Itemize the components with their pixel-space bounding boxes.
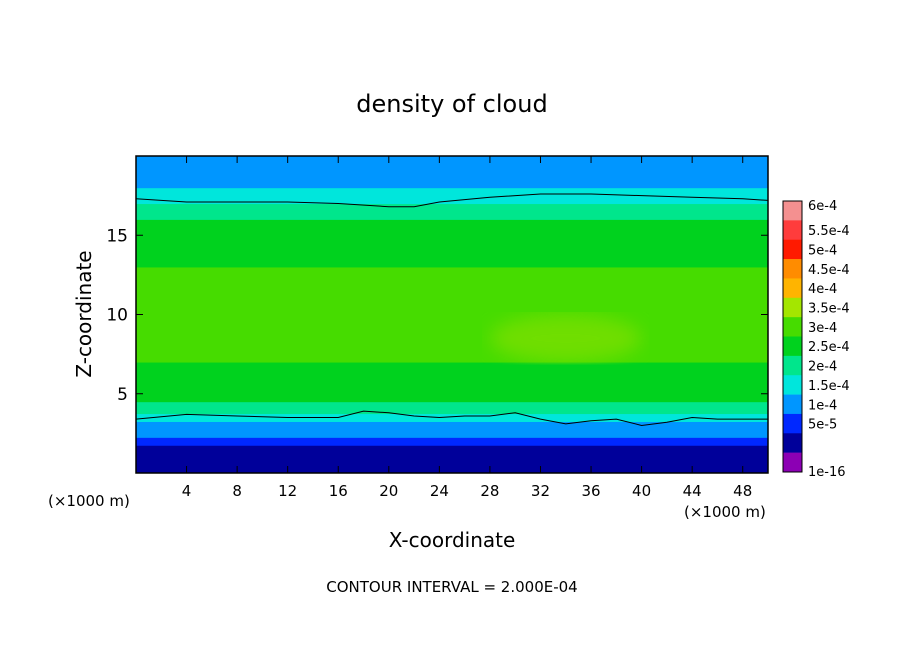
colorbar-swatch [783, 201, 802, 221]
colorbar-frame [782, 200, 803, 473]
x-tick-label: 28 [480, 482, 499, 500]
x-tick-label: 44 [683, 482, 702, 500]
density-band [136, 219, 768, 240]
x-tick-label: 16 [329, 482, 348, 500]
y-axis-label: Z-coordinate [72, 250, 96, 377]
plot-area [136, 156, 768, 473]
colorbar-swatch [783, 413, 802, 434]
density-band [136, 445, 768, 454]
colorbar-label: 4e-4 [808, 282, 837, 297]
density-band [136, 330, 768, 363]
colorbar-label: 2e-4 [808, 360, 837, 375]
density-band [136, 203, 768, 220]
colorbar-swatch [783, 394, 802, 415]
density-band [136, 156, 768, 173]
density-band [136, 421, 768, 430]
colorbar-label: 5e-5 [808, 418, 837, 433]
y-axis-ticks: 5 10 15 [106, 226, 768, 405]
density-band [136, 461, 768, 473]
chart-title: density of cloud [356, 90, 547, 118]
x-axis-label: X-coordinate [389, 528, 516, 552]
colorbar-swatch [783, 220, 802, 241]
density-band [136, 362, 768, 387]
density-bands [136, 156, 768, 473]
density-band [136, 385, 768, 403]
density-band [136, 239, 768, 268]
colorbar-label: 1.5e-4 [808, 379, 850, 394]
contour-interval-note: CONTOUR INTERVAL = 2.000E-04 [326, 578, 577, 596]
density-band [136, 401, 768, 415]
density-band [136, 429, 768, 438]
x-tick-label: 40 [632, 482, 651, 500]
colorbar-label: 3e-4 [808, 321, 837, 336]
density-band [136, 266, 768, 300]
colorbar-label: 4.5e-4 [808, 263, 850, 278]
contour-upper [136, 193, 768, 208]
colorbar-label: 6e-4 [808, 199, 837, 214]
colorbar-swatch [783, 317, 802, 337]
colorbar-label: 1e-4 [808, 398, 837, 413]
colorbar-swatch [783, 375, 802, 395]
colorbar-swatch [783, 297, 802, 318]
x-tick-label: 24 [430, 482, 449, 500]
colorbar-label: 1e-16 [808, 465, 846, 480]
x-tick-label: 36 [581, 482, 600, 500]
density-band [136, 453, 768, 462]
colorbar-swatch [783, 278, 802, 299]
density-band [136, 413, 768, 422]
contour-lower [136, 410, 768, 426]
colorbar-swatch [783, 452, 802, 473]
density-band [136, 298, 768, 331]
x-unit-left: (×1000 m) [48, 492, 130, 510]
colorbar-swatch [783, 336, 802, 357]
colorbar-swatch [783, 433, 802, 453]
y-tick-label: 10 [106, 306, 128, 326]
y-tick-label: 15 [106, 226, 128, 246]
y-tick-label: 5 [117, 385, 128, 405]
density-band [136, 437, 768, 446]
colorbar-label: 5.5e-4 [808, 224, 850, 239]
colorbar: 6e-4 5.5e-4 5e-4 4.5e-4 4e-4 3.5e-4 3e-4 2.5e-4… [782, 199, 850, 480]
x-tick-label: 48 [733, 482, 752, 500]
x-tick-label: 12 [278, 482, 297, 500]
x-axis-ticks: 4 8 12 16 20 24 28 32 36 40 44 48 [182, 156, 752, 500]
x-tick-label: 8 [232, 482, 242, 500]
density-band [136, 171, 768, 189]
x-tick-label: 20 [379, 482, 398, 500]
colorbar-swatch [783, 259, 802, 279]
x-tick-label: 32 [531, 482, 550, 500]
colorbar-label: 5e-4 [808, 243, 837, 258]
maximum-region [489, 314, 642, 363]
colorbar-swatch [783, 239, 802, 260]
colorbar-label: 2.5e-4 [808, 340, 850, 355]
x-tick-label: 4 [182, 482, 192, 500]
colorbar-swatch [783, 355, 802, 376]
density-band [136, 187, 768, 205]
x-unit-right: (×1000 m) [684, 503, 766, 521]
colorbar-label: 3.5e-4 [808, 301, 850, 316]
